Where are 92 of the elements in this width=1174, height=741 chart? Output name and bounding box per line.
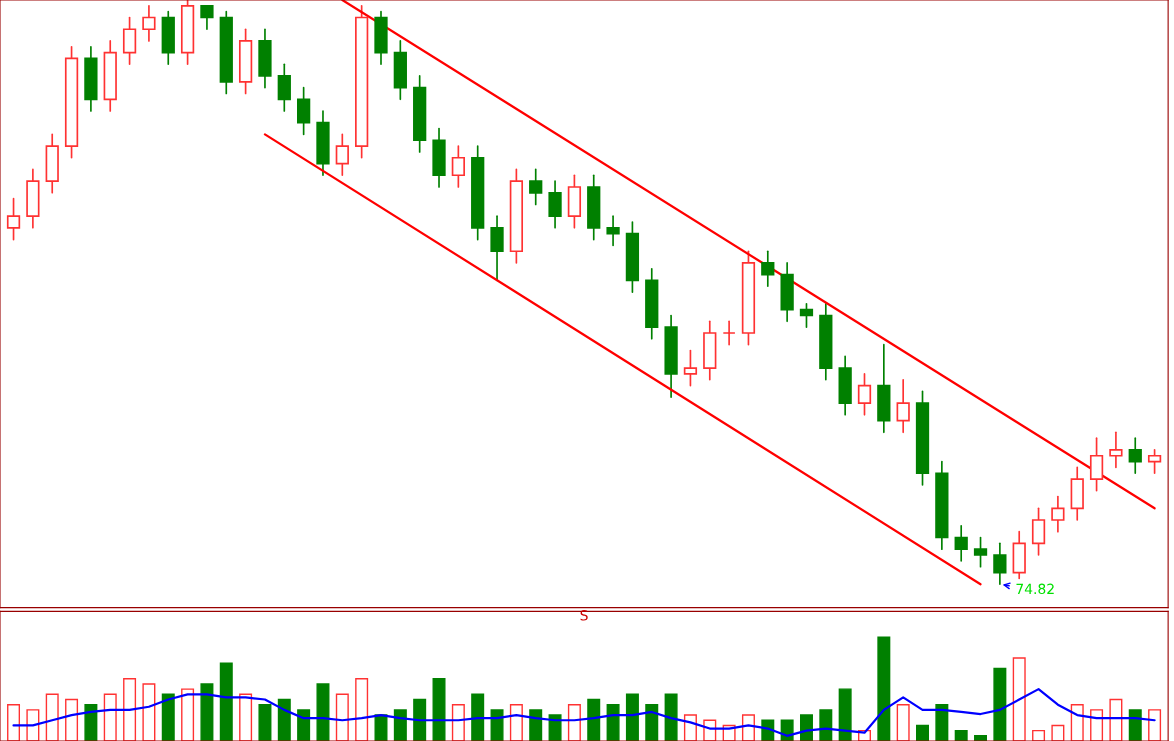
bar [606,703,620,741]
candlestick [1109,431,1123,469]
bar [374,714,388,741]
bar [181,688,195,741]
bar [26,709,40,741]
bar [316,683,330,741]
bar [413,698,427,741]
candlestick [277,63,291,112]
annotation: 74.82 [1016,583,1054,595]
candlestick [219,10,233,95]
candlestick [703,320,717,381]
candlestick [1012,530,1026,580]
bar [529,709,543,741]
candlestick [142,5,156,42]
bar [200,683,214,741]
bar [7,703,21,741]
bar [567,703,581,741]
bar [239,693,253,741]
bar [916,724,930,741]
bar [471,693,485,741]
candlestick [645,267,659,340]
text: S [580,610,588,621]
bar [896,703,910,741]
candlestick [877,343,891,434]
bar [161,693,175,741]
candlestick [45,133,59,194]
candlestick [1051,495,1065,533]
candlestick [780,262,794,323]
candlestick [529,168,543,206]
bar [1051,724,1065,741]
candlestick [548,180,562,229]
bar [297,709,311,741]
candlestick [838,355,852,416]
candlestick [490,215,504,282]
bar [877,636,891,741]
bar [664,693,678,741]
candlestick [819,302,833,381]
bar [1070,703,1084,741]
candlestick [26,168,40,229]
bar [432,678,446,741]
bar [277,698,291,741]
bar [683,714,697,741]
candlestick [413,75,427,153]
bar [993,667,1007,741]
bar [645,703,659,741]
candlestick [954,524,968,562]
bar [393,709,407,741]
candlestick [471,145,485,241]
bar [123,678,137,741]
candlestick [664,314,678,399]
candlestick [1070,466,1084,521]
bar [1012,657,1026,741]
bar [1148,709,1162,741]
bar [954,729,968,741]
bar [1032,729,1046,741]
bar [838,688,852,741]
candlestick [761,250,775,288]
candlestick [374,10,388,66]
bar [45,693,59,741]
bar [548,714,562,741]
bar [258,703,272,741]
candlestick [896,378,910,434]
bar [65,698,79,741]
bar [142,683,156,741]
bar [625,693,639,741]
candlestick [161,10,175,66]
bar [355,678,369,741]
bar [490,709,504,741]
bar [799,714,813,741]
bar [1128,709,1142,741]
candlestick [587,174,601,241]
candlestick [432,127,446,188]
bar [103,693,117,741]
bar [1109,698,1123,741]
candlestick [722,320,736,346]
bar [219,662,233,741]
bar [1090,709,1104,741]
bar [587,698,601,741]
candlestick [935,460,949,551]
bar [509,703,523,741]
candlestick [335,133,349,177]
candlestick [84,45,98,112]
candlestick [103,40,117,112]
bar [935,703,949,741]
candlestick [258,28,272,89]
bar [451,703,465,741]
candlestick [606,215,620,247]
candlestick [1128,437,1142,475]
bar [335,693,349,741]
bar [819,709,833,741]
candlestick [316,110,330,177]
bar [84,703,98,741]
